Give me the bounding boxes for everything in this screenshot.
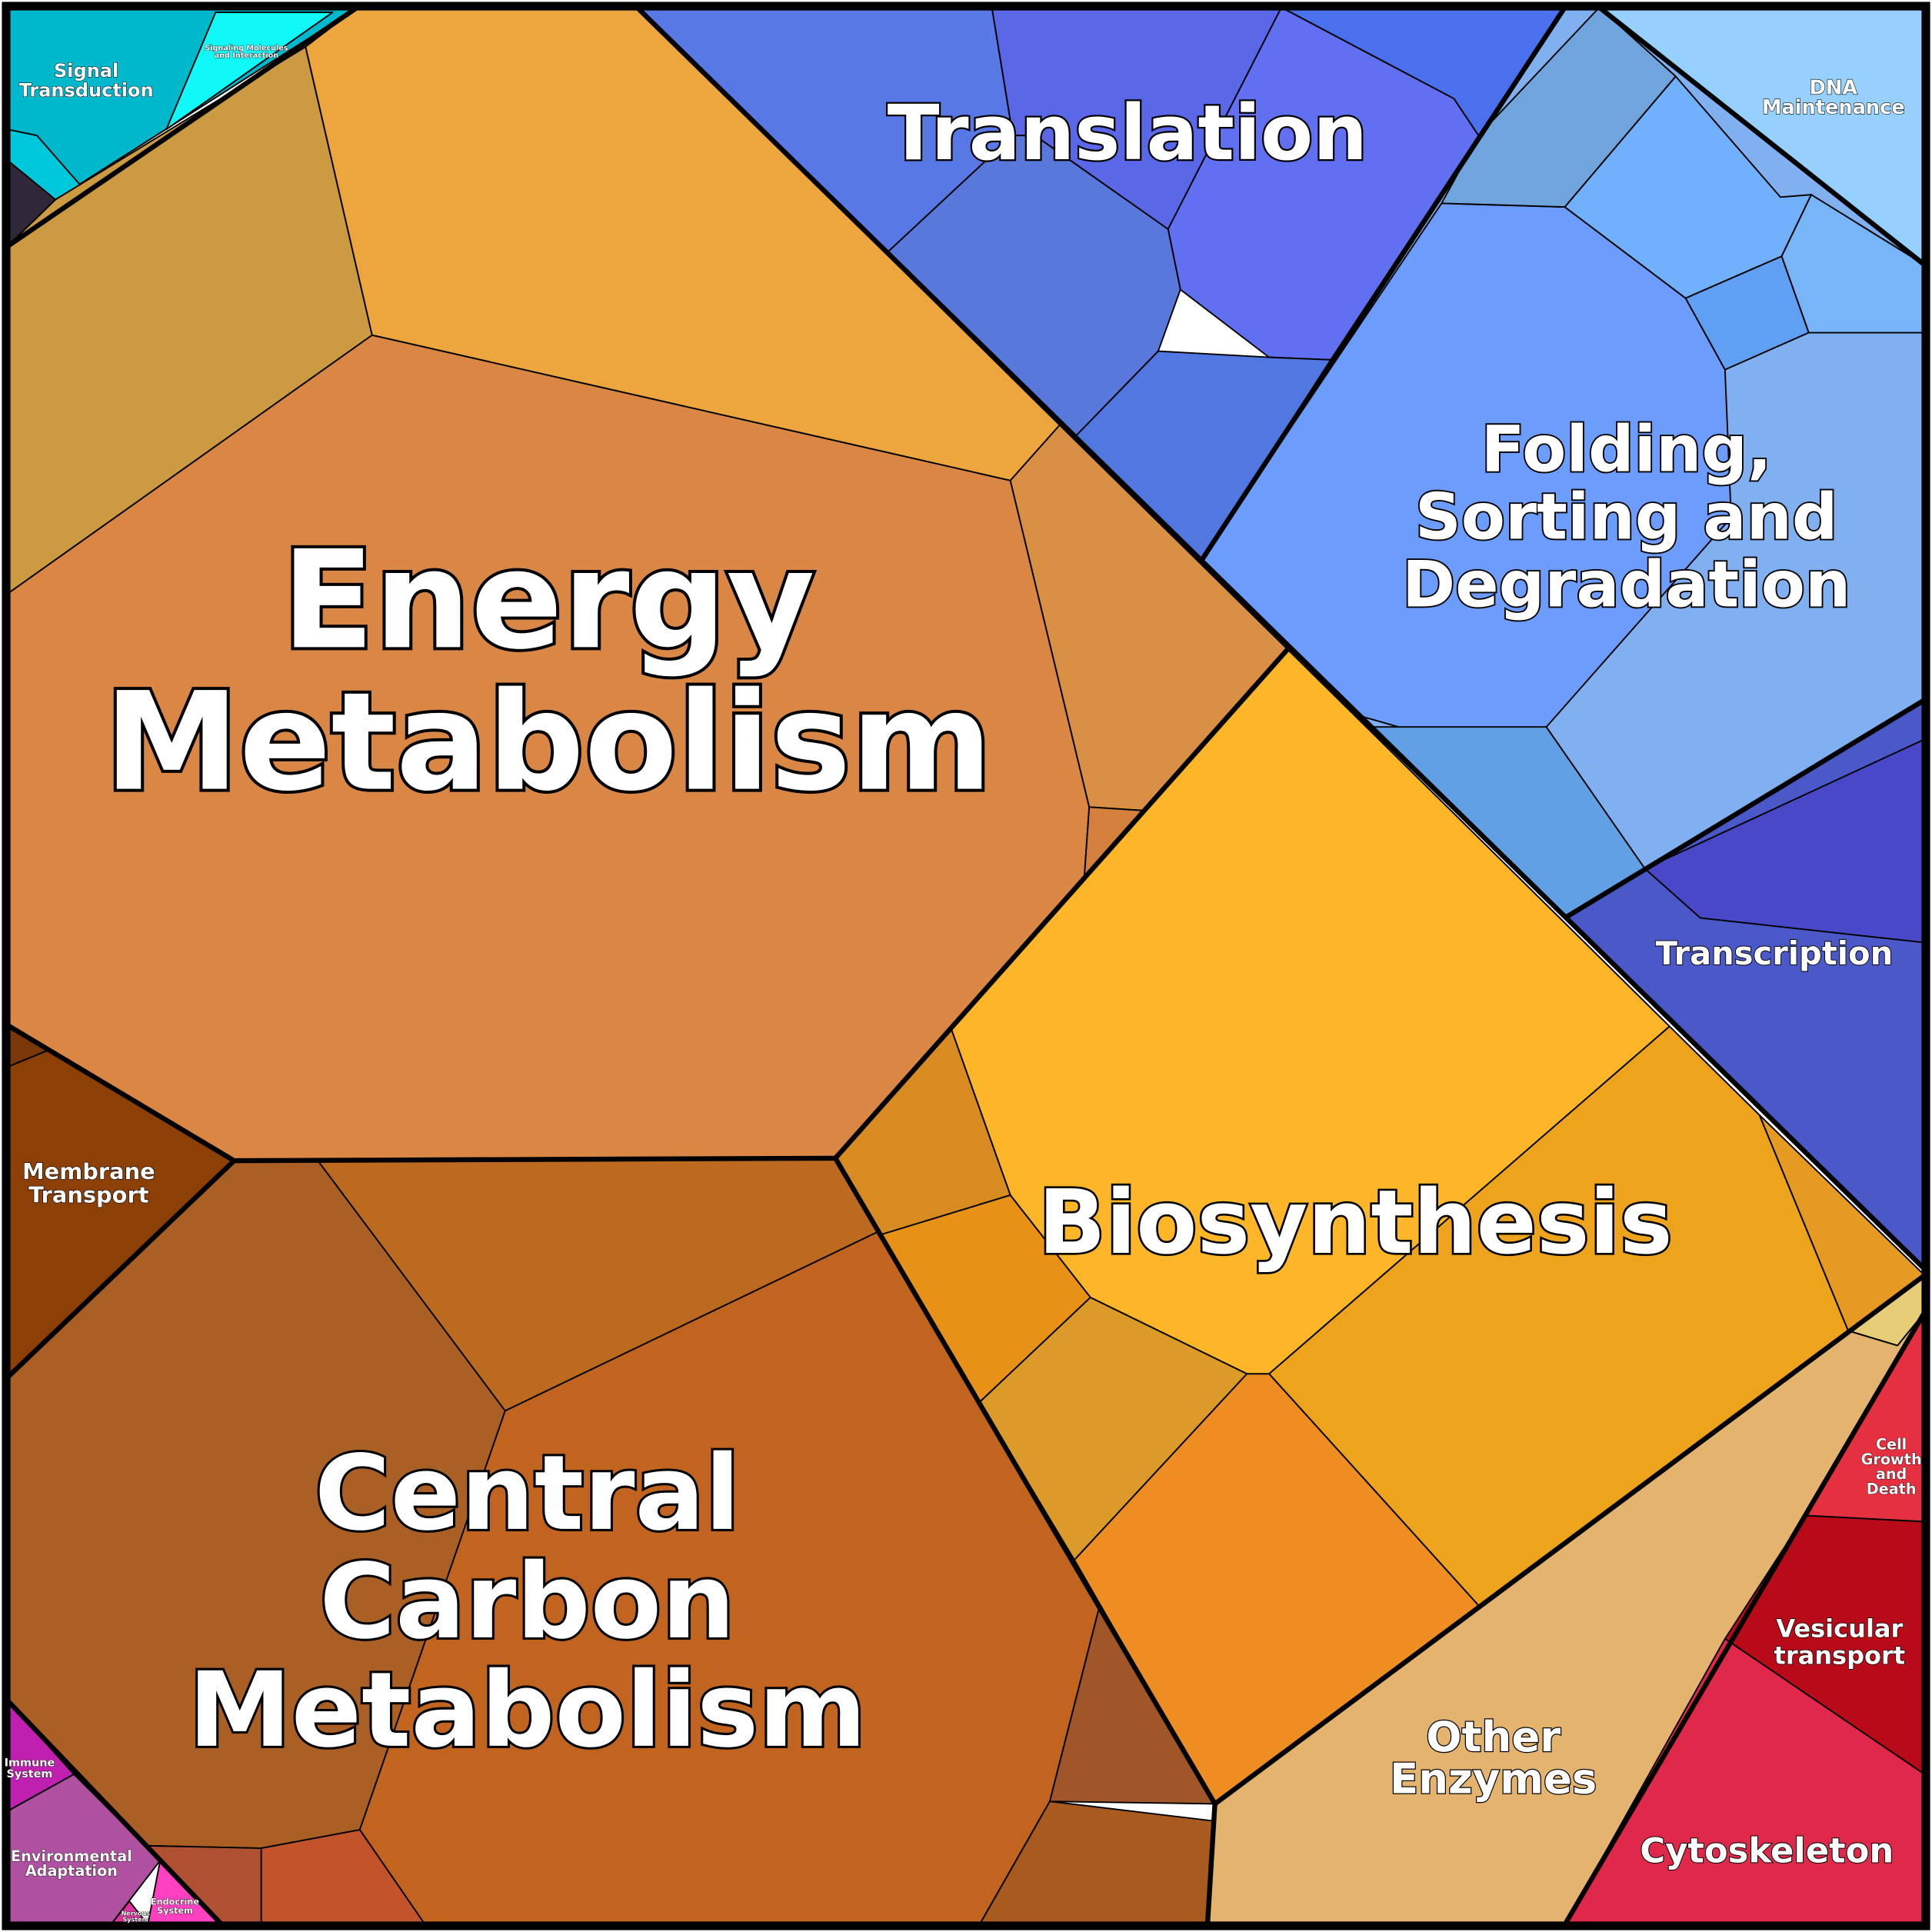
cells	[6, 6, 1926, 1926]
region-label: Enzymes	[1390, 1754, 1597, 1804]
region-label: Other	[1426, 1712, 1561, 1761]
region-label: transport	[1774, 1641, 1906, 1671]
region-label: Maintenance	[1762, 96, 1905, 119]
region-label: Translation	[888, 89, 1367, 178]
region-label: Vesicular	[1776, 1614, 1903, 1644]
region-label: Signaling Molecules	[205, 44, 288, 52]
region-label: Environmental	[11, 1847, 132, 1865]
region-label: Carbon	[319, 1541, 734, 1662]
region-label: DNA	[1810, 76, 1858, 99]
region-label: System	[6, 1768, 52, 1780]
region-label: Transcription	[1656, 934, 1894, 972]
region-label: Transport	[28, 1182, 149, 1208]
region-label: Degradation	[1402, 548, 1850, 622]
region-label: Metabolism	[105, 663, 993, 821]
region-label: Adaptation	[25, 1862, 118, 1880]
border	[1213, 1273, 1927, 1806]
border	[1563, 698, 1927, 921]
border	[5, 5, 359, 249]
border	[635, 5, 1927, 1271]
region-label: Metabolism	[188, 1650, 867, 1770]
border	[832, 648, 1290, 1925]
region-label: Nervous	[122, 1910, 150, 1917]
labels: EnergyMetabolismCentralCarbonMetabolismB…	[4, 44, 1922, 1924]
border	[1562, 1311, 1927, 1927]
region-label: Central	[315, 1433, 740, 1554]
region-label: Death	[1867, 1480, 1917, 1497]
region-label: Cytoskeleton	[1640, 1830, 1894, 1870]
region-label: Membrane	[22, 1158, 155, 1184]
cell	[165, 12, 334, 131]
region-label: Immune	[5, 1757, 55, 1770]
region-label: Cell	[1876, 1436, 1907, 1454]
region-label: Energy	[281, 521, 814, 679]
border	[5, 1698, 224, 1927]
region-label: and	[1876, 1465, 1907, 1483]
region-label: Transduction	[19, 80, 154, 102]
border	[1199, 5, 1567, 562]
region-label: Biosynthesis	[1038, 1171, 1673, 1274]
region-label: System	[123, 1916, 148, 1923]
border	[5, 1158, 236, 1380]
region-label: Sorting and	[1415, 480, 1838, 555]
region-label: Endocrine	[151, 1897, 199, 1907]
region-label: Growth	[1861, 1451, 1922, 1468]
region-label: System	[157, 1906, 193, 1916]
region-label: Signal	[54, 60, 118, 82]
border	[1597, 5, 1927, 267]
region-label: and Interaction	[215, 52, 278, 60]
region-label: Folding,	[1481, 411, 1772, 486]
